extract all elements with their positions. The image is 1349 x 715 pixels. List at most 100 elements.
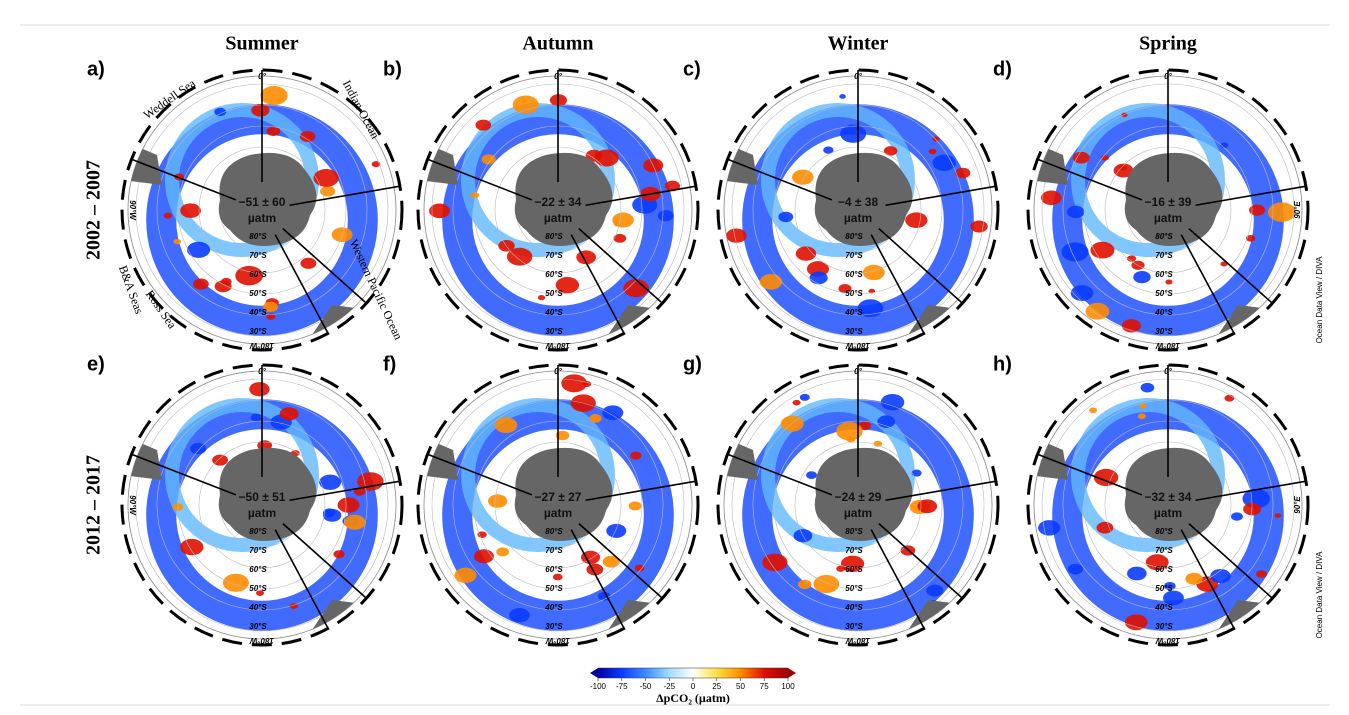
- credit: Ocean Data View / DIVA: [1315, 256, 1324, 344]
- ocean-patch: [762, 553, 788, 572]
- panel-label: a): [87, 58, 105, 80]
- lat-label: 80°S: [1155, 527, 1173, 536]
- ocean-patch: [470, 192, 480, 199]
- mean-unit: µatm: [1154, 211, 1182, 225]
- ocean-patch: [836, 421, 863, 441]
- column-header: Summer: [225, 33, 298, 55]
- lat-label: 60°S: [545, 270, 563, 279]
- sector-line: [878, 523, 963, 599]
- colorbar-tick-label: 50: [736, 682, 745, 691]
- ocean-patch: [970, 220, 988, 233]
- mean-unit: µatm: [844, 506, 872, 520]
- map-rim: [416, 68, 700, 352]
- ocean-patch: [1070, 285, 1094, 301]
- ocean-patch: [857, 299, 884, 318]
- map-rim: [716, 68, 1000, 352]
- ocean-patch: [602, 555, 620, 568]
- lat-label: 50°S: [845, 584, 863, 593]
- ocean-patch: [602, 405, 624, 421]
- lat-label: 80°S: [845, 527, 863, 536]
- ocean-field: [128, 83, 392, 344]
- map-rim: [716, 363, 1000, 647]
- map-rim: [120, 68, 404, 352]
- map-rim: [416, 363, 700, 647]
- ocean-patch: [880, 393, 905, 411]
- sector-line: [570, 234, 625, 334]
- lat-label: 40°S: [1154, 308, 1173, 317]
- lat-label: 70°S: [1155, 251, 1173, 260]
- mean-value: −24 ± 29: [835, 490, 882, 504]
- column-header: Winter: [828, 33, 889, 55]
- ocean-patch: [494, 417, 518, 434]
- lon-label: 180°W: [845, 636, 871, 645]
- panel-label: g): [683, 353, 702, 375]
- ocean-patch: [475, 119, 492, 131]
- ocean-patch: [806, 471, 818, 479]
- ocean-patch: [1085, 302, 1110, 320]
- ocean-patch: [839, 94, 846, 99]
- ocean-patch: [759, 273, 783, 290]
- ocean-patch: [799, 393, 810, 401]
- ocean-patch: [932, 154, 956, 171]
- colorbar-tick-label: 100: [781, 682, 795, 691]
- lat-label: 60°S: [249, 565, 267, 574]
- panel-label: h): [993, 353, 1012, 375]
- ocean-patch: [481, 154, 496, 165]
- ocean-patch: [664, 180, 681, 192]
- colorbar: [597, 667, 789, 679]
- lat-label: 70°S: [1155, 546, 1173, 555]
- sector-line: [427, 453, 533, 496]
- lat-label: 30°S: [545, 327, 563, 336]
- sector-line: [289, 480, 401, 502]
- ocean-patch: [371, 161, 381, 168]
- ocean-patch: [628, 501, 642, 511]
- ocean-patch: [606, 523, 627, 538]
- ocean-patch: [1038, 520, 1061, 536]
- lat-label: 30°S: [845, 622, 863, 631]
- sector-line: [585, 480, 697, 502]
- map-rim: [1026, 68, 1310, 352]
- sector-line: [1188, 523, 1273, 599]
- map-panel: a) −51 ± 60 µatm 80°S 70°S 60°S 50°S 40°S 30°S 0°…: [87, 58, 404, 352]
- ocean-patch: [1093, 468, 1119, 487]
- ocean-patch: [212, 454, 229, 466]
- lon-label: 0°: [554, 72, 562, 81]
- ocean-patch: [251, 103, 270, 117]
- ocean-patch: [873, 440, 883, 447]
- ocean-patch: [214, 107, 227, 117]
- colorbar-tick-label: -25: [663, 682, 675, 691]
- ocean-patch: [1220, 142, 1229, 148]
- ocean-patch: [1096, 521, 1114, 534]
- ocean-band: [461, 103, 615, 257]
- ocean-patch: [1224, 394, 1235, 402]
- lon-label: 90°W: [128, 495, 137, 516]
- ocean-patch: [809, 271, 828, 285]
- mean-value: −16 ± 39: [1145, 195, 1192, 209]
- mean-value: −22 ± 34: [535, 195, 582, 209]
- antarctica: [814, 447, 913, 541]
- ocean-patch: [726, 228, 747, 243]
- lat-label: 40°S: [248, 603, 267, 612]
- ocean-patch: [797, 579, 812, 590]
- sector-line: [1195, 480, 1307, 502]
- mean-unit: µatm: [544, 506, 572, 520]
- ocean-patch: [235, 265, 263, 286]
- lat-label: 40°S: [844, 603, 863, 612]
- lon-label: 0°: [1164, 367, 1172, 376]
- ocean-patch: [1133, 270, 1151, 284]
- ocean-patch: [792, 399, 801, 406]
- antarctica: [1124, 152, 1223, 246]
- antarctica: [218, 152, 317, 246]
- ocean-patch: [509, 608, 530, 623]
- lat-label: 60°S: [249, 270, 267, 279]
- lon-label: 180°W: [545, 636, 571, 645]
- ocean-patch: [512, 95, 539, 114]
- ocean-patch: [163, 212, 173, 219]
- lat-label: 40°S: [544, 603, 563, 612]
- ocean-patch: [792, 169, 814, 185]
- ocean-patch: [357, 472, 384, 491]
- sector-line: [727, 158, 833, 201]
- ocean-patch: [1113, 163, 1134, 178]
- antarctica: [218, 447, 317, 541]
- ocean-patch: [561, 374, 587, 393]
